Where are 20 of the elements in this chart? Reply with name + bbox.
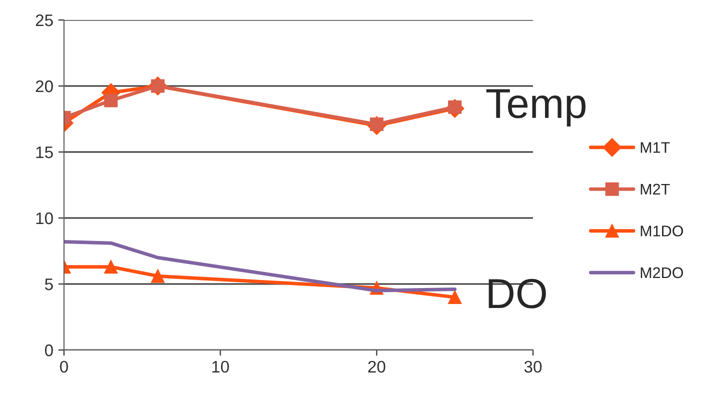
legend-label: M1DO [640,226,683,236]
annotation: Temp [486,89,586,127]
legend-label: M2T [640,184,670,194]
y-tick-label: 25 [36,14,53,26]
point [448,290,462,304]
legend-label: M1T [640,142,670,153]
annotation: DO [488,278,546,308]
y-tick-label: 20 [36,80,53,92]
legend-label: M2DO [640,267,683,278]
y-tick-label: 0 [44,344,53,356]
x-tick-label: 30 [524,360,542,373]
x-tick-label: 0 [60,360,68,373]
x-tick-label: 20 [368,360,386,373]
y-tick-label: 5 [44,278,53,290]
point [104,94,118,108]
point [104,260,118,274]
y-tick-label: 10 [36,212,53,224]
point [151,269,165,283]
x-tick-label: 10 [212,360,229,373]
y-tick-label: 15 [36,146,53,158]
